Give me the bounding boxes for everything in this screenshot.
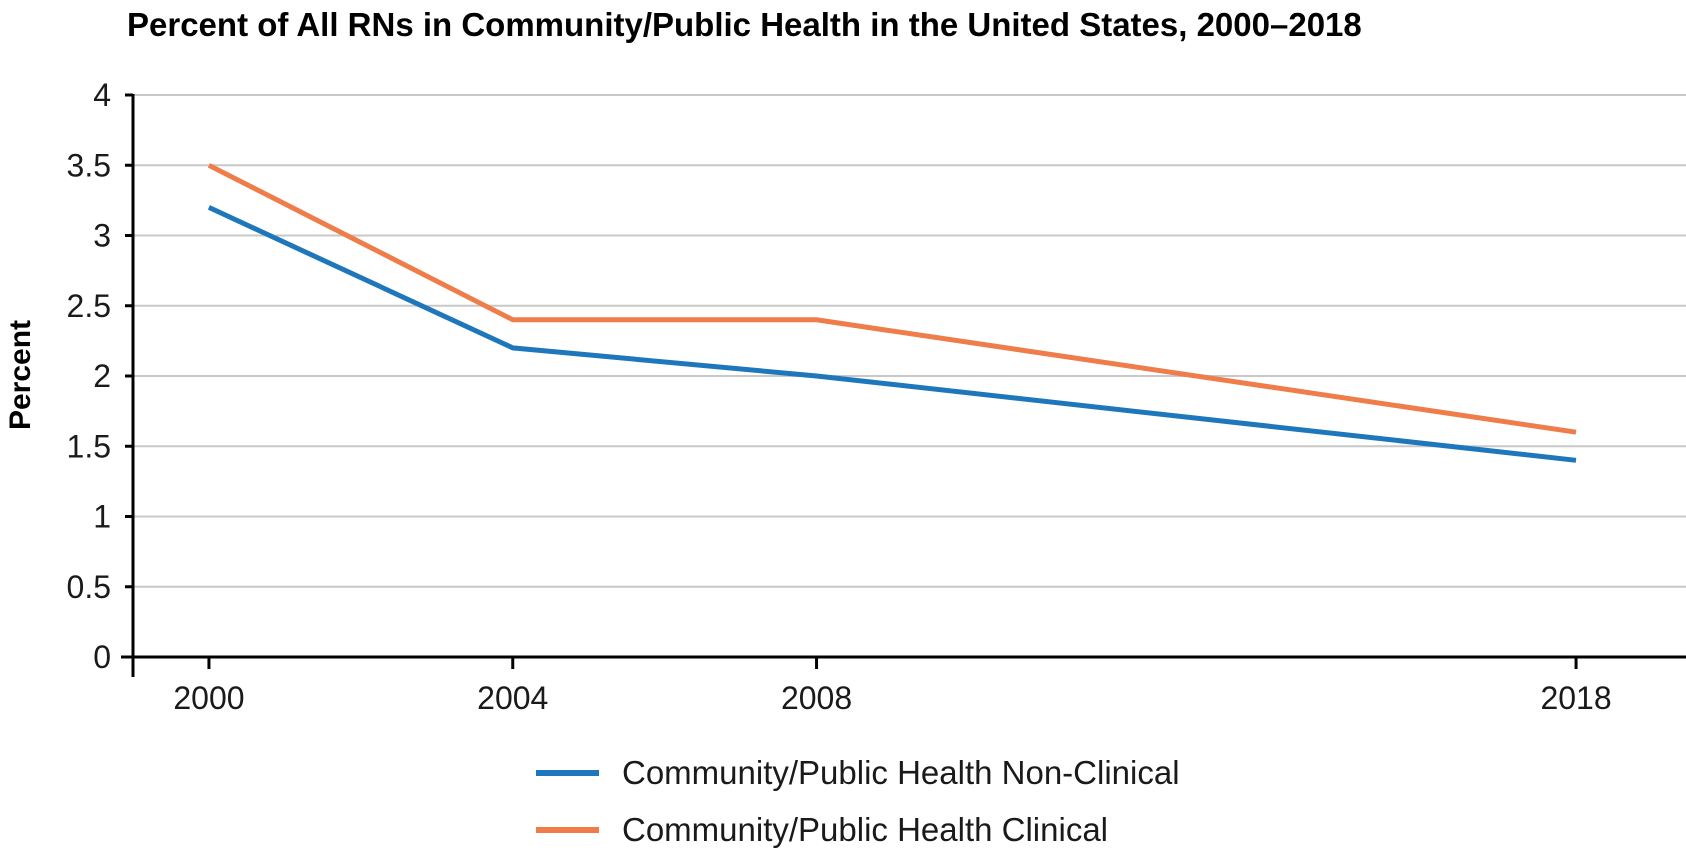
legend-label: Community/Public Health Clinical — [622, 811, 1108, 848]
axes — [121, 94, 1686, 677]
x-tick-label: 2018 — [1540, 680, 1611, 716]
series-line-clinical — [207, 163, 1577, 435]
y-tick-label: 2 — [93, 358, 111, 394]
y-axis-ticks: 0 0.5 1 1.5 2 2.5 3 3.5 4 — [67, 77, 133, 675]
y-axis-label: Percent — [4, 320, 37, 430]
y-tick-label: 4 — [93, 77, 111, 113]
gridlines — [133, 94, 1686, 588]
y-tick-label: 3.5 — [67, 147, 111, 183]
x-tick-label: 2000 — [173, 680, 244, 716]
y-tick-label: 3 — [93, 218, 111, 254]
x-axis-ticks: 2000 2004 2008 2018 — [173, 657, 1612, 716]
chart-title: Percent of All RNs in Community/Public H… — [127, 6, 1362, 43]
y-tick-label: 1 — [93, 499, 111, 535]
legend-label: Community/Public Health Non-Clinical — [622, 754, 1180, 791]
data-series — [207, 163, 1577, 463]
x-tick-label: 2004 — [477, 680, 548, 716]
series-line-non-clinical — [207, 205, 1577, 463]
y-tick-label: 0 — [93, 639, 111, 675]
legend: Community/Public Health Non-Clinical Comm… — [536, 754, 1180, 848]
x-tick-label: 2008 — [781, 680, 852, 716]
y-tick-label: 1.5 — [67, 428, 111, 464]
y-tick-label: 2.5 — [67, 288, 111, 324]
y-tick-label: 0.5 — [67, 569, 111, 605]
